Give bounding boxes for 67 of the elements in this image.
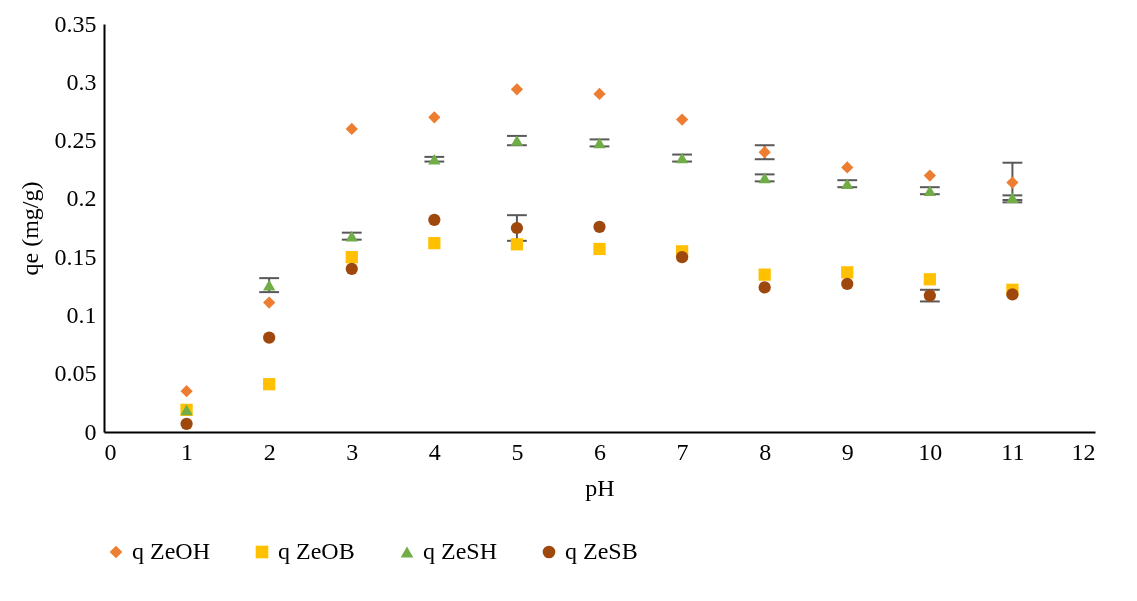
point [758,268,771,281]
point [510,135,524,146]
x-tick-label: 11 [1001,438,1025,465]
point [345,262,358,275]
point [1006,288,1019,301]
point [841,266,854,279]
x-tick-label: 10 [918,438,943,465]
y-tick-label: 0.15 [54,243,97,270]
x-tick-label: 7 [676,438,689,465]
point [345,230,358,242]
point [758,281,771,294]
x-axis-title: pH [585,474,615,501]
point [263,378,276,391]
y-tick-label: 0.25 [54,127,97,154]
point [593,87,606,101]
point [263,331,276,344]
point [428,213,441,226]
x-tick-label: 5 [511,438,524,465]
point [510,238,524,251]
x-tick-label: 12 [1071,438,1096,465]
point [675,113,689,126]
x-tick-label: 8 [759,438,772,465]
point [923,169,936,182]
x-tick-label: 9 [841,438,854,465]
y-axis-title: qe (mg/g) [16,181,43,276]
y-tick-label: 0 [84,418,97,445]
point [428,153,441,165]
x-tick-label: 0 [104,438,117,465]
point [428,111,441,124]
point [758,146,771,159]
y-tick-label: 0.2 [66,185,97,212]
legend-label: q ZeSH [423,538,497,564]
point [180,385,193,398]
point [593,242,606,256]
y-tick-label: 0.1 [66,301,97,328]
point [923,273,936,286]
point [345,122,358,136]
point [180,417,193,430]
point [758,172,771,184]
point [1006,192,1019,203]
x-tick-label: 4 [428,438,441,465]
point [510,83,524,96]
point [841,277,854,291]
point [841,161,854,174]
x-tick-label: 2 [263,438,276,465]
x-tick-label: 1 [181,438,194,465]
legend-label: q ZeOH [132,538,210,564]
point [428,237,441,250]
legend-label: q ZeSB [565,538,638,564]
point [510,221,524,235]
point [263,296,276,309]
y-tick-label: 0.3 [66,68,97,95]
y-tick-label: 0.35 [54,10,97,37]
legend-label: q ZeOB [278,538,355,564]
point [923,289,936,302]
point [1006,176,1019,189]
point [675,251,689,264]
point [675,152,689,164]
point [923,185,936,196]
point [593,137,606,149]
point [841,178,854,190]
x-tick-label: 3 [346,438,359,465]
point [593,220,606,233]
point [345,251,358,264]
y-tick-label: 0.05 [54,360,97,387]
point [263,279,276,291]
x-tick-label: 6 [594,438,606,465]
